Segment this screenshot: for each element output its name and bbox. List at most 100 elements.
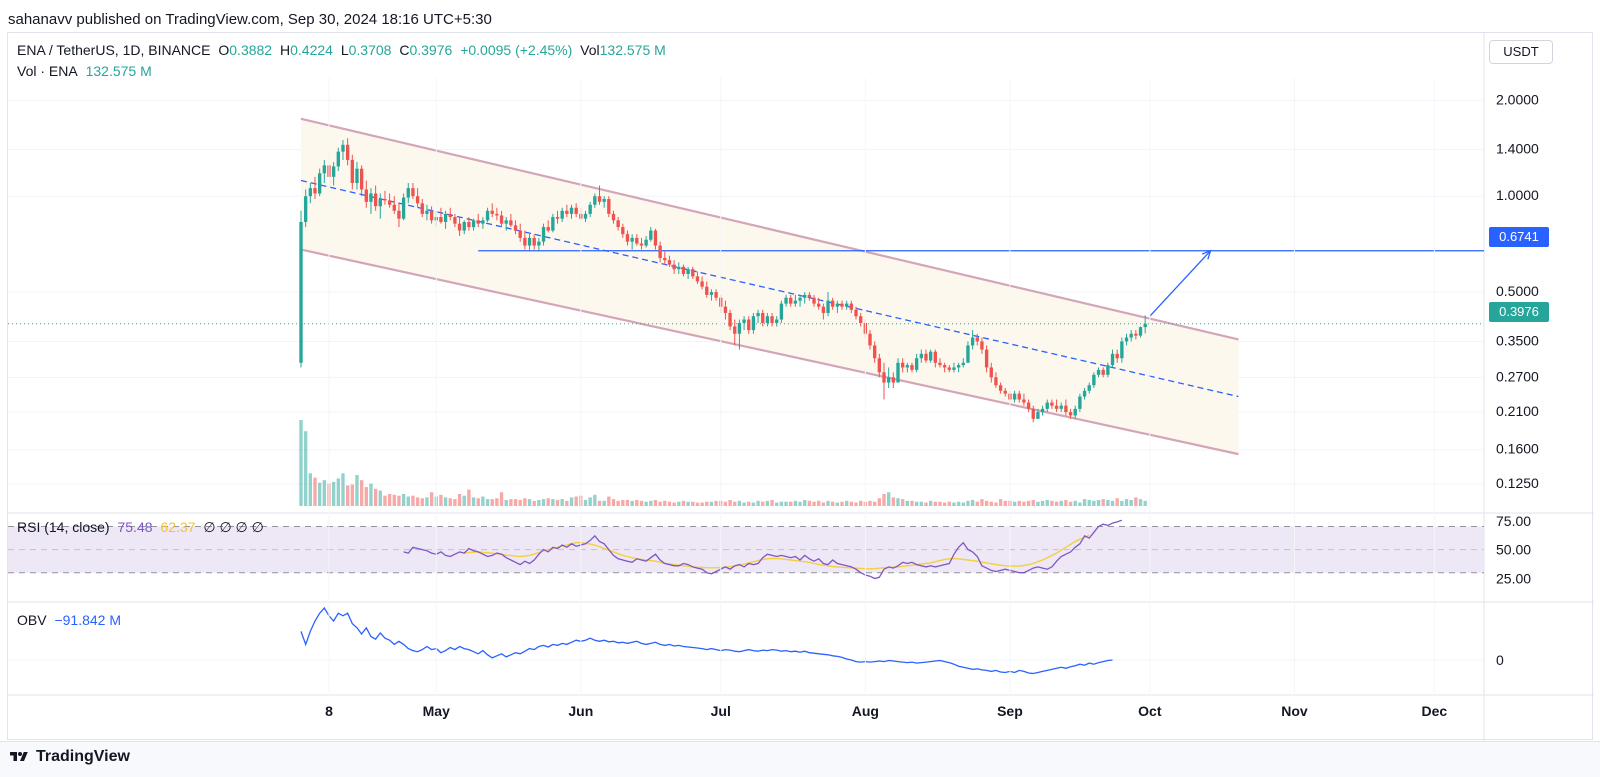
candle-body [658, 245, 662, 258]
candle-body [420, 203, 424, 214]
candle-body [1124, 337, 1129, 342]
volume-bar [817, 500, 821, 506]
volume-bar [723, 501, 728, 506]
volume-bar [644, 501, 648, 506]
volume-bar [518, 499, 522, 506]
volume-bar [658, 501, 662, 506]
rsi-tick-label: 75.00 [1496, 513, 1531, 529]
candle-body [905, 365, 909, 368]
candle-body [429, 210, 434, 221]
candle-body [961, 362, 965, 366]
volume-bar [1050, 500, 1054, 506]
candle-body [1092, 374, 1096, 386]
chart-frame[interactable]: 2.0000 1.4000 1.0000 0.5000 0.3500 0.2700 0.21… [7, 32, 1594, 741]
volume-bar [672, 502, 676, 506]
volume-bar [616, 500, 620, 506]
candle-body [691, 269, 695, 277]
candle-body [784, 297, 788, 304]
candle-body [555, 217, 560, 219]
candle-body [709, 292, 714, 295]
candle-body [611, 213, 616, 221]
candle-body [775, 319, 779, 323]
chart-canvas[interactable]: 2.0000 1.4000 1.0000 0.5000 0.3500 0.2700 0.21… [8, 33, 1594, 741]
candle-body [854, 309, 858, 317]
volume-bar [322, 480, 326, 506]
volume-bar [1059, 500, 1063, 506]
volume-bar [747, 501, 751, 506]
volume-bar [1036, 501, 1040, 506]
price-tick-label: 0.5000 [1496, 283, 1539, 299]
volume-bar [439, 494, 443, 506]
price-tick-label: 0.3500 [1496, 332, 1539, 348]
volume-bar [826, 500, 830, 506]
volume-bar [425, 497, 429, 506]
volume-bar [914, 501, 919, 506]
volume-bar [989, 501, 993, 506]
candle-body [807, 294, 812, 298]
obv-tick-label: 0 [1496, 652, 1504, 668]
candle-body [476, 220, 480, 224]
volume-bar [742, 502, 746, 506]
volume-series-label: Vol · ENA [17, 63, 78, 79]
volume-bar [462, 495, 466, 506]
volume-bar [998, 499, 1003, 506]
candle-body [1036, 412, 1040, 419]
candle-body [831, 300, 835, 307]
candle-body [761, 312, 765, 323]
candle-body [490, 210, 494, 214]
volume-bar [1115, 498, 1119, 506]
volume-bar [1022, 501, 1026, 506]
volume-bar [406, 496, 410, 506]
volume-bar [919, 501, 923, 506]
candle-body [1003, 390, 1007, 394]
candle-body [331, 166, 336, 177]
volume-bar [910, 500, 914, 506]
price-tick-label: 2.0000 [1496, 91, 1539, 107]
volume-bar [593, 494, 597, 506]
candle-body [942, 365, 947, 368]
volume-bar [1054, 501, 1059, 506]
volume-bar [775, 502, 779, 506]
candle-body [812, 297, 816, 304]
volume-bar [789, 501, 793, 506]
volume-bar [364, 487, 368, 506]
candle-body [821, 306, 826, 313]
tradingview-brand[interactable]: TradingView [8, 748, 130, 766]
low-value: 0.3708 [348, 42, 392, 58]
rsi-ma-value: 62.37 [160, 519, 196, 535]
candle-body [798, 297, 802, 301]
volume-bar [821, 502, 826, 506]
volume-bar [980, 499, 984, 506]
volume-bar [663, 500, 667, 506]
candle-body [1082, 390, 1087, 397]
volume-bar [1026, 500, 1031, 506]
volume-bar [490, 499, 494, 506]
obv-legend: OBV −91.842 M [17, 612, 125, 628]
volume-bar [481, 496, 485, 506]
volume-bar [541, 499, 546, 506]
candle-body [933, 351, 937, 363]
candle-body [649, 230, 653, 240]
candle-body [952, 367, 956, 370]
candle-body [1064, 405, 1068, 413]
candle-body [1068, 412, 1073, 416]
volume-bar [611, 499, 616, 506]
candle-body [751, 316, 756, 331]
open-label: O [218, 42, 230, 58]
volume-bar [345, 485, 350, 506]
candle-body [747, 319, 751, 331]
volume-bar [523, 498, 527, 506]
currency-selector[interactable]: USDT [1489, 40, 1553, 64]
volume-bar [905, 500, 909, 506]
candle-body [355, 168, 359, 184]
current-price-label: 0.3976 [1489, 302, 1549, 322]
volume-bar [896, 498, 900, 506]
volume-bar [1143, 500, 1147, 506]
candle-body [1022, 399, 1026, 403]
price-legend: ENA / TetherUS, 1D, BINANCE O0.3882 H0.4… [17, 42, 670, 58]
candle-body [583, 213, 588, 219]
volume-bar [574, 496, 578, 506]
volume-bar [956, 501, 961, 506]
volume-bar [784, 501, 788, 506]
volume-bar [1138, 499, 1143, 506]
